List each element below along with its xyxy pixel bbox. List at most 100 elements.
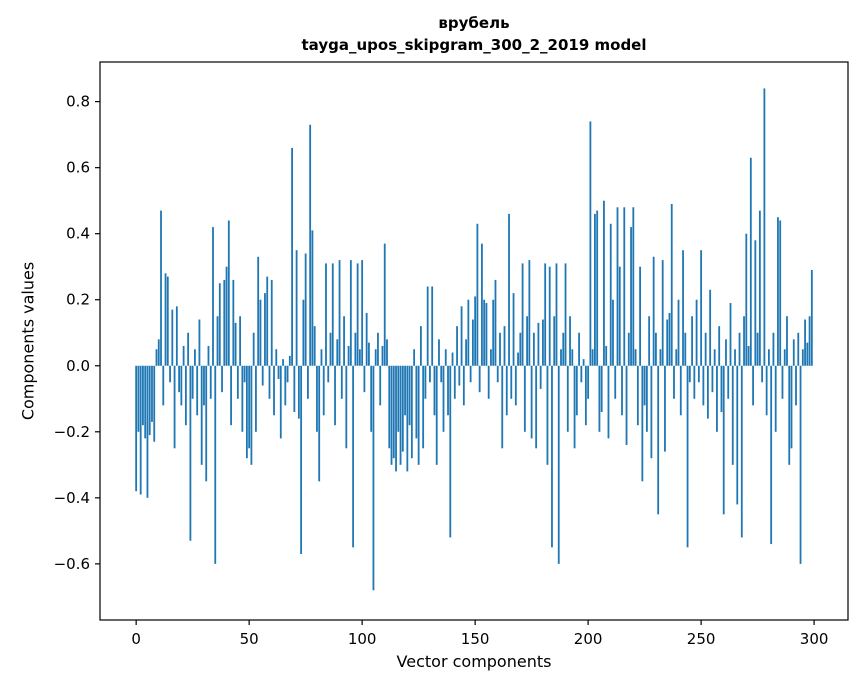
bar <box>162 365 165 406</box>
bar <box>736 365 739 505</box>
bar <box>641 365 644 482</box>
bar <box>381 345 384 366</box>
bar <box>196 365 199 416</box>
bar <box>740 365 743 538</box>
bar <box>311 230 314 366</box>
bar <box>790 365 793 449</box>
bar <box>659 349 662 366</box>
bar <box>609 223 612 366</box>
bar <box>255 365 257 432</box>
y-tick-label: −0.6 <box>54 555 90 573</box>
bar <box>175 306 178 366</box>
bar <box>718 326 721 366</box>
bar <box>607 365 610 439</box>
bar <box>343 316 345 366</box>
bar <box>329 332 332 366</box>
bar <box>232 279 235 366</box>
bar <box>679 365 682 416</box>
bar <box>291 147 293 366</box>
bar <box>810 270 813 366</box>
bar <box>151 365 153 422</box>
bar <box>761 365 764 383</box>
bar <box>227 220 230 366</box>
bar <box>221 365 223 393</box>
bar <box>693 365 696 399</box>
bar <box>774 365 777 432</box>
bar <box>275 349 278 366</box>
bar <box>155 349 158 366</box>
bar <box>526 316 529 366</box>
x-tick-label: 250 <box>687 630 716 648</box>
bar <box>257 256 260 366</box>
bar <box>200 365 203 465</box>
bar <box>334 365 336 426</box>
bar <box>603 200 605 366</box>
bar <box>184 365 187 426</box>
bar <box>519 332 522 366</box>
bar <box>657 365 660 515</box>
bar <box>270 279 273 366</box>
bar <box>765 365 768 416</box>
bar <box>264 293 266 366</box>
bar <box>747 345 750 366</box>
bar <box>797 332 800 366</box>
bar <box>512 293 515 366</box>
bar <box>551 365 553 548</box>
bar <box>422 365 425 449</box>
bar <box>639 266 641 366</box>
bar <box>668 312 671 366</box>
bar <box>514 365 517 406</box>
bar <box>261 365 264 386</box>
bar <box>340 365 343 399</box>
bar <box>286 365 289 383</box>
bar <box>591 349 594 366</box>
x-tick-label: 100 <box>348 630 377 648</box>
bar <box>709 289 712 366</box>
y-tick-label: 0.2 <box>66 291 90 309</box>
bar <box>194 349 196 366</box>
bar <box>582 359 585 366</box>
bar <box>490 349 492 366</box>
bar <box>546 365 549 465</box>
bar <box>571 349 574 366</box>
x-tick-label: 200 <box>574 630 603 648</box>
bar <box>377 332 379 366</box>
bar <box>288 355 291 366</box>
bar <box>720 365 723 412</box>
bar <box>456 326 458 366</box>
bar <box>700 250 703 366</box>
bar <box>401 365 404 452</box>
bar <box>198 319 201 366</box>
bar <box>354 332 357 366</box>
bar <box>702 365 705 406</box>
bar <box>302 299 305 366</box>
bar <box>148 365 151 436</box>
bar <box>218 283 221 366</box>
bar <box>621 365 623 416</box>
bar <box>523 365 526 432</box>
bar <box>449 365 452 538</box>
bar <box>508 213 510 366</box>
bar <box>316 365 318 432</box>
bar <box>331 263 334 366</box>
bar <box>686 365 689 548</box>
bar <box>413 349 416 366</box>
bar <box>347 345 350 366</box>
bar <box>313 326 316 366</box>
bar <box>573 365 576 449</box>
bar <box>584 365 587 426</box>
x-tick-label: 150 <box>461 630 490 648</box>
y-tick-label: −0.2 <box>54 423 90 441</box>
bar <box>655 332 657 366</box>
bar <box>139 365 142 495</box>
bar <box>587 365 590 399</box>
bar <box>530 365 533 439</box>
bar <box>806 342 809 366</box>
bar <box>600 365 603 412</box>
bar <box>318 365 321 482</box>
bar <box>284 365 287 406</box>
bar <box>429 365 431 383</box>
bar <box>187 332 190 366</box>
bar <box>327 365 330 383</box>
